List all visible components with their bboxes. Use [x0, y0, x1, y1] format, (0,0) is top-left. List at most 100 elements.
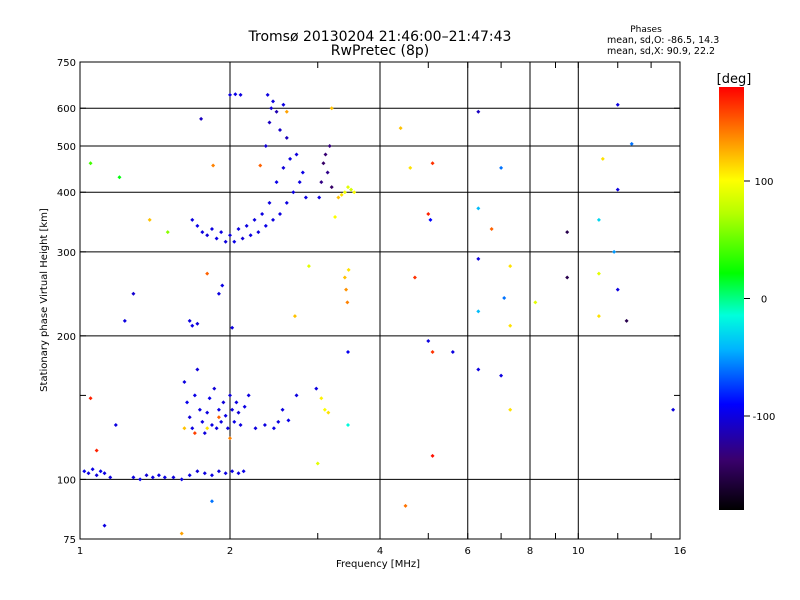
- data-point: [211, 163, 216, 168]
- data-point: [216, 469, 221, 474]
- x-tick-label: 16: [674, 546, 687, 557]
- data-point: [565, 230, 570, 235]
- data-point: [190, 217, 195, 222]
- chart-subtitle: RwPretec (8p): [331, 43, 429, 59]
- data-point: [319, 396, 324, 401]
- data-point: [94, 473, 99, 478]
- data-point: [323, 152, 328, 157]
- data-point: [216, 415, 221, 420]
- data-point: [565, 275, 570, 280]
- data-point: [258, 163, 263, 168]
- data-point: [291, 190, 296, 195]
- data-point: [612, 249, 617, 254]
- y-tick-label: 100: [57, 475, 76, 486]
- data-point: [508, 264, 513, 269]
- data-point: [88, 161, 93, 166]
- data-point: [233, 92, 238, 97]
- data-point: [629, 141, 634, 146]
- data-point: [408, 165, 413, 170]
- data-point: [223, 471, 228, 476]
- data-point: [228, 393, 232, 398]
- data-point: [131, 291, 136, 296]
- data-point: [228, 233, 232, 238]
- y-tick-label: 75: [63, 535, 76, 546]
- y-tick-label: 300: [57, 248, 76, 259]
- data-point: [246, 393, 251, 398]
- data-point: [508, 407, 513, 412]
- data-point: [329, 185, 334, 190]
- data-point: [232, 419, 237, 424]
- data-point: [102, 523, 107, 528]
- data-point: [430, 161, 435, 166]
- x-tick-label: 2: [227, 546, 233, 557]
- data-point: [187, 473, 192, 478]
- data-point: [294, 393, 299, 398]
- data-point: [195, 469, 200, 474]
- data-point: [274, 109, 279, 114]
- data-point: [195, 321, 200, 326]
- data-point: [476, 206, 481, 211]
- data-point: [236, 226, 241, 231]
- data-point: [238, 423, 243, 428]
- data-point: [284, 200, 289, 205]
- data-point: [192, 431, 197, 436]
- data-point: [223, 239, 228, 244]
- data-point: [267, 120, 272, 125]
- data-point: [214, 426, 219, 431]
- data-point: [207, 396, 212, 401]
- data-point: [147, 217, 152, 222]
- data-point: [216, 407, 221, 412]
- data-point: [499, 373, 504, 378]
- colorbar-tick-label: 0: [761, 295, 767, 306]
- grid-lines: [80, 62, 680, 539]
- data-point: [297, 180, 302, 185]
- data-point: [403, 503, 408, 508]
- data-point: [200, 419, 205, 424]
- data-point: [209, 423, 214, 428]
- x-tick-label: 10: [572, 546, 585, 557]
- data-point: [248, 233, 253, 238]
- data-point: [182, 426, 187, 431]
- data-point: [321, 161, 326, 166]
- x-tick-label: 1: [77, 546, 83, 557]
- data-point: [336, 195, 341, 200]
- axis-tick-labels: 1 2 4 6 8 10 16 75 100 200 300 400 500 600 750: [57, 58, 686, 557]
- data-point: [430, 349, 435, 354]
- data-point: [88, 396, 93, 401]
- colorbar-label: [deg]: [717, 72, 752, 87]
- data-point: [162, 475, 167, 480]
- data-point: [200, 230, 205, 235]
- data-point: [502, 296, 507, 301]
- data-point: [339, 192, 344, 197]
- data-point: [615, 287, 620, 292]
- data-point: [327, 143, 332, 148]
- data-point: [349, 187, 354, 192]
- data-point: [82, 469, 87, 474]
- data-point: [138, 477, 143, 482]
- data-point: [286, 418, 291, 423]
- data-point: [508, 323, 513, 328]
- data-point: [325, 170, 330, 175]
- data-point: [600, 156, 605, 161]
- data-point: [212, 386, 217, 391]
- data-point: [150, 475, 155, 480]
- colorbar-tick-label: 100: [754, 177, 773, 188]
- data-point: [624, 318, 629, 323]
- axis-ticks: [79, 61, 681, 540]
- data-point: [476, 256, 481, 261]
- data-point: [209, 499, 214, 504]
- data-point: [156, 473, 161, 478]
- data-point: [271, 99, 276, 104]
- data-point: [242, 404, 247, 409]
- data-point: [205, 271, 210, 276]
- data-point: [252, 217, 257, 222]
- data-point: [232, 239, 237, 244]
- data-point: [234, 400, 239, 405]
- data-point: [671, 407, 676, 412]
- data-point: [223, 413, 228, 418]
- data-point: [326, 410, 331, 415]
- data-point: [228, 92, 232, 97]
- data-point: [476, 309, 481, 314]
- data-point: [199, 116, 204, 121]
- data-point: [450, 349, 455, 354]
